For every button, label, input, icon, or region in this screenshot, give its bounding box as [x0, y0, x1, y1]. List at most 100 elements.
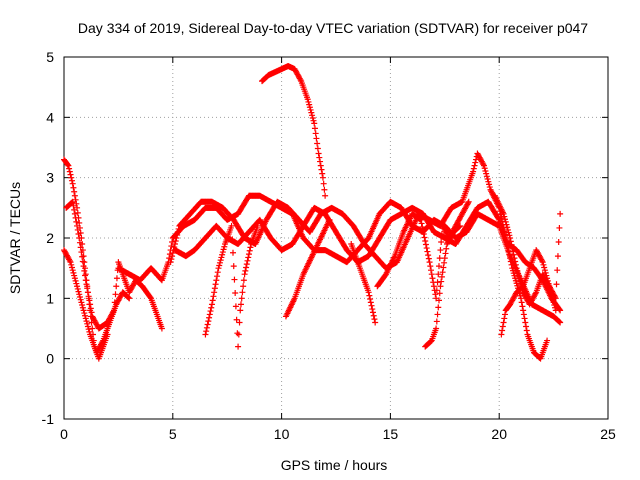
data-point [544, 337, 551, 344]
data-point [68, 199, 75, 206]
data-point [538, 257, 545, 264]
data-point [440, 264, 447, 271]
grid-lines [64, 57, 608, 419]
x-tick-label: 0 [60, 426, 68, 442]
data-point [74, 209, 81, 216]
data-point [78, 299, 85, 306]
data-point [504, 224, 511, 231]
data-point [433, 318, 440, 325]
data-point [76, 293, 83, 300]
data-point [306, 104, 313, 111]
data-point [67, 259, 74, 266]
data-point [229, 236, 236, 243]
data-point [235, 343, 242, 350]
data-point [86, 297, 93, 304]
data-point [174, 231, 181, 238]
data-point [171, 241, 178, 248]
data-point [549, 293, 556, 300]
data-point [71, 192, 78, 199]
data-point [314, 145, 321, 152]
data-point [554, 253, 561, 260]
data-point [499, 323, 506, 330]
data-point [230, 263, 237, 270]
data-point [532, 290, 539, 297]
data-point [237, 307, 244, 314]
data-point [72, 214, 79, 221]
data-point [76, 239, 83, 246]
data-point [79, 302, 86, 309]
data-point [546, 283, 553, 290]
data-point [438, 278, 445, 285]
data-point [206, 311, 213, 318]
data-point [421, 234, 428, 241]
data-point [169, 250, 176, 257]
data-point [470, 165, 477, 172]
x-tick-label: 5 [169, 426, 177, 442]
data-point [483, 173, 490, 180]
data-point [369, 306, 376, 313]
data-point [308, 109, 315, 116]
data-point [171, 244, 178, 251]
data-point [218, 254, 225, 261]
data-point [438, 273, 445, 280]
data-point [309, 115, 316, 122]
data-point [366, 292, 373, 299]
data-point [499, 327, 506, 334]
data-point [370, 312, 377, 319]
data-point [81, 310, 88, 317]
data-point [321, 186, 328, 193]
data-point [309, 112, 316, 119]
data-point [71, 188, 78, 195]
data-point [486, 181, 493, 188]
data-point [522, 319, 529, 326]
data-point [544, 277, 551, 284]
data-point [230, 249, 237, 256]
data-point [470, 168, 477, 175]
data-point [69, 267, 76, 274]
data-point [71, 210, 78, 217]
data-point [232, 303, 239, 310]
data-point [518, 299, 525, 306]
data-point [245, 254, 252, 261]
x-tick-label: 15 [383, 426, 399, 442]
data-point [76, 291, 83, 298]
data-point [235, 331, 242, 338]
data-point [495, 215, 502, 222]
data-point [428, 267, 435, 274]
data-point [314, 140, 321, 147]
data-point [422, 238, 429, 245]
data-point [554, 267, 561, 274]
data-point [83, 281, 90, 288]
data-point [544, 275, 551, 282]
data-point [76, 219, 83, 226]
y-tick-label: 5 [46, 49, 54, 65]
data-point [208, 304, 215, 311]
data-point [417, 216, 424, 223]
data-point [436, 255, 443, 262]
data-point [553, 281, 560, 288]
data-point [320, 180, 327, 187]
data-point [549, 296, 556, 303]
data-point [541, 264, 548, 271]
data-point [167, 259, 174, 266]
data-point [206, 314, 213, 321]
data-point [246, 247, 253, 254]
data-point [433, 287, 440, 294]
data-point [85, 293, 92, 300]
data-point [158, 325, 165, 332]
data-point [66, 257, 73, 264]
data-point [481, 165, 488, 172]
y-axis-label: SDTVAR / TECUs [7, 182, 23, 294]
data-point [306, 101, 313, 108]
data-point [516, 275, 523, 282]
data-point [174, 228, 181, 235]
data-point [64, 161, 71, 168]
data-point [436, 290, 443, 297]
data-point [429, 275, 436, 282]
data-point [241, 271, 248, 278]
data-point [110, 308, 117, 315]
data-point [307, 106, 314, 113]
data-point [76, 235, 83, 241]
data-point [67, 171, 74, 178]
data-point [548, 291, 555, 298]
